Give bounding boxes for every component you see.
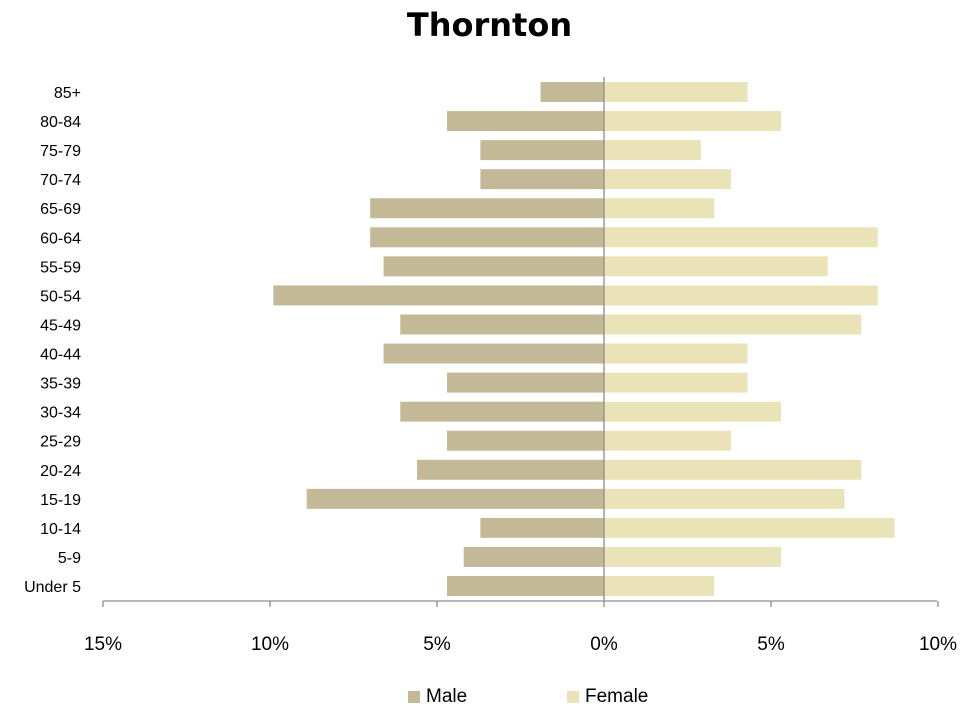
bar-male-5-9 bbox=[464, 547, 604, 567]
legend-label-female: Female bbox=[585, 686, 648, 708]
bar-male-85- bbox=[541, 82, 604, 102]
category-label-45-49: 45-49 bbox=[40, 317, 81, 334]
bar-male-40-44 bbox=[384, 344, 604, 364]
bar-female-10-14 bbox=[604, 518, 895, 538]
category-label-25-29: 25-29 bbox=[40, 434, 81, 451]
category-label-under-5: Under 5 bbox=[24, 579, 81, 596]
bar-female-25-29 bbox=[604, 431, 731, 451]
bar-male-60-64 bbox=[370, 227, 604, 247]
bar-male-25-29 bbox=[447, 431, 604, 451]
category-label-5-9: 5-9 bbox=[58, 550, 81, 567]
category-label-65-69: 65-69 bbox=[40, 201, 81, 218]
category-label-10-14: 10-14 bbox=[40, 521, 81, 538]
bar-female-45-49 bbox=[604, 314, 861, 334]
category-label-55-59: 55-59 bbox=[40, 259, 81, 276]
bar-female-40-44 bbox=[604, 344, 748, 364]
legend: Male Female bbox=[0, 686, 979, 712]
category-label-75-79: 75-79 bbox=[40, 143, 81, 160]
bar-female-20-24 bbox=[604, 460, 861, 480]
category-label-20-24: 20-24 bbox=[40, 463, 81, 480]
bar-female-65-69 bbox=[604, 198, 714, 218]
legend-label-male: Male bbox=[426, 686, 467, 708]
x-tick-label: 10% bbox=[919, 634, 957, 655]
bar-male-50-54 bbox=[273, 285, 604, 305]
bars-layer bbox=[273, 82, 894, 596]
bar-male-45-49 bbox=[400, 314, 604, 334]
category-label-50-54: 50-54 bbox=[40, 288, 81, 305]
bar-male-20-24 bbox=[417, 460, 604, 480]
bar-female-55-59 bbox=[604, 256, 828, 276]
bar-female-70-74 bbox=[604, 169, 731, 189]
x-tick-label: 0% bbox=[590, 634, 618, 655]
bar-female-80-84 bbox=[604, 111, 781, 131]
x-tick-label: 5% bbox=[757, 634, 785, 655]
x-tick-label: 15% bbox=[84, 634, 122, 655]
bar-male-70-74 bbox=[480, 169, 604, 189]
category-label-15-19: 15-19 bbox=[40, 492, 81, 509]
bar-female-75-79 bbox=[604, 140, 701, 160]
x-tick-label: 10% bbox=[251, 634, 289, 655]
category-label-80-84: 80-84 bbox=[40, 114, 81, 131]
legend-swatch-female bbox=[567, 691, 579, 703]
bar-female-15-19 bbox=[604, 489, 844, 509]
bar-female-30-34 bbox=[604, 402, 781, 422]
legend-swatch-male bbox=[408, 691, 420, 703]
bar-male-30-34 bbox=[400, 402, 604, 422]
category-label-40-44: 40-44 bbox=[40, 347, 81, 364]
category-label-70-74: 70-74 bbox=[40, 172, 81, 189]
bar-male-35-39 bbox=[447, 373, 604, 393]
bar-male-80-84 bbox=[447, 111, 604, 131]
bar-female-50-54 bbox=[604, 285, 878, 305]
bar-male-65-69 bbox=[370, 198, 604, 218]
bar-male-15-19 bbox=[307, 489, 604, 509]
bar-male-10-14 bbox=[480, 518, 604, 538]
x-tick-label: 5% bbox=[423, 634, 451, 655]
category-label-30-34: 30-34 bbox=[40, 405, 81, 422]
category-label-85-: 85+ bbox=[54, 85, 81, 102]
category-label-60-64: 60-64 bbox=[40, 230, 81, 247]
bar-female-5-9 bbox=[604, 547, 781, 567]
bar-male-under-5 bbox=[447, 576, 604, 596]
bar-female-85- bbox=[604, 82, 748, 102]
legend-item-female: Female bbox=[567, 686, 648, 708]
category-label-35-39: 35-39 bbox=[40, 376, 81, 393]
bar-female-35-39 bbox=[604, 373, 748, 393]
bar-female-60-64 bbox=[604, 227, 878, 247]
bar-female-under-5 bbox=[604, 576, 714, 596]
bar-male-55-59 bbox=[384, 256, 604, 276]
legend-item-male: Male bbox=[408, 686, 467, 708]
bar-male-75-79 bbox=[480, 140, 604, 160]
